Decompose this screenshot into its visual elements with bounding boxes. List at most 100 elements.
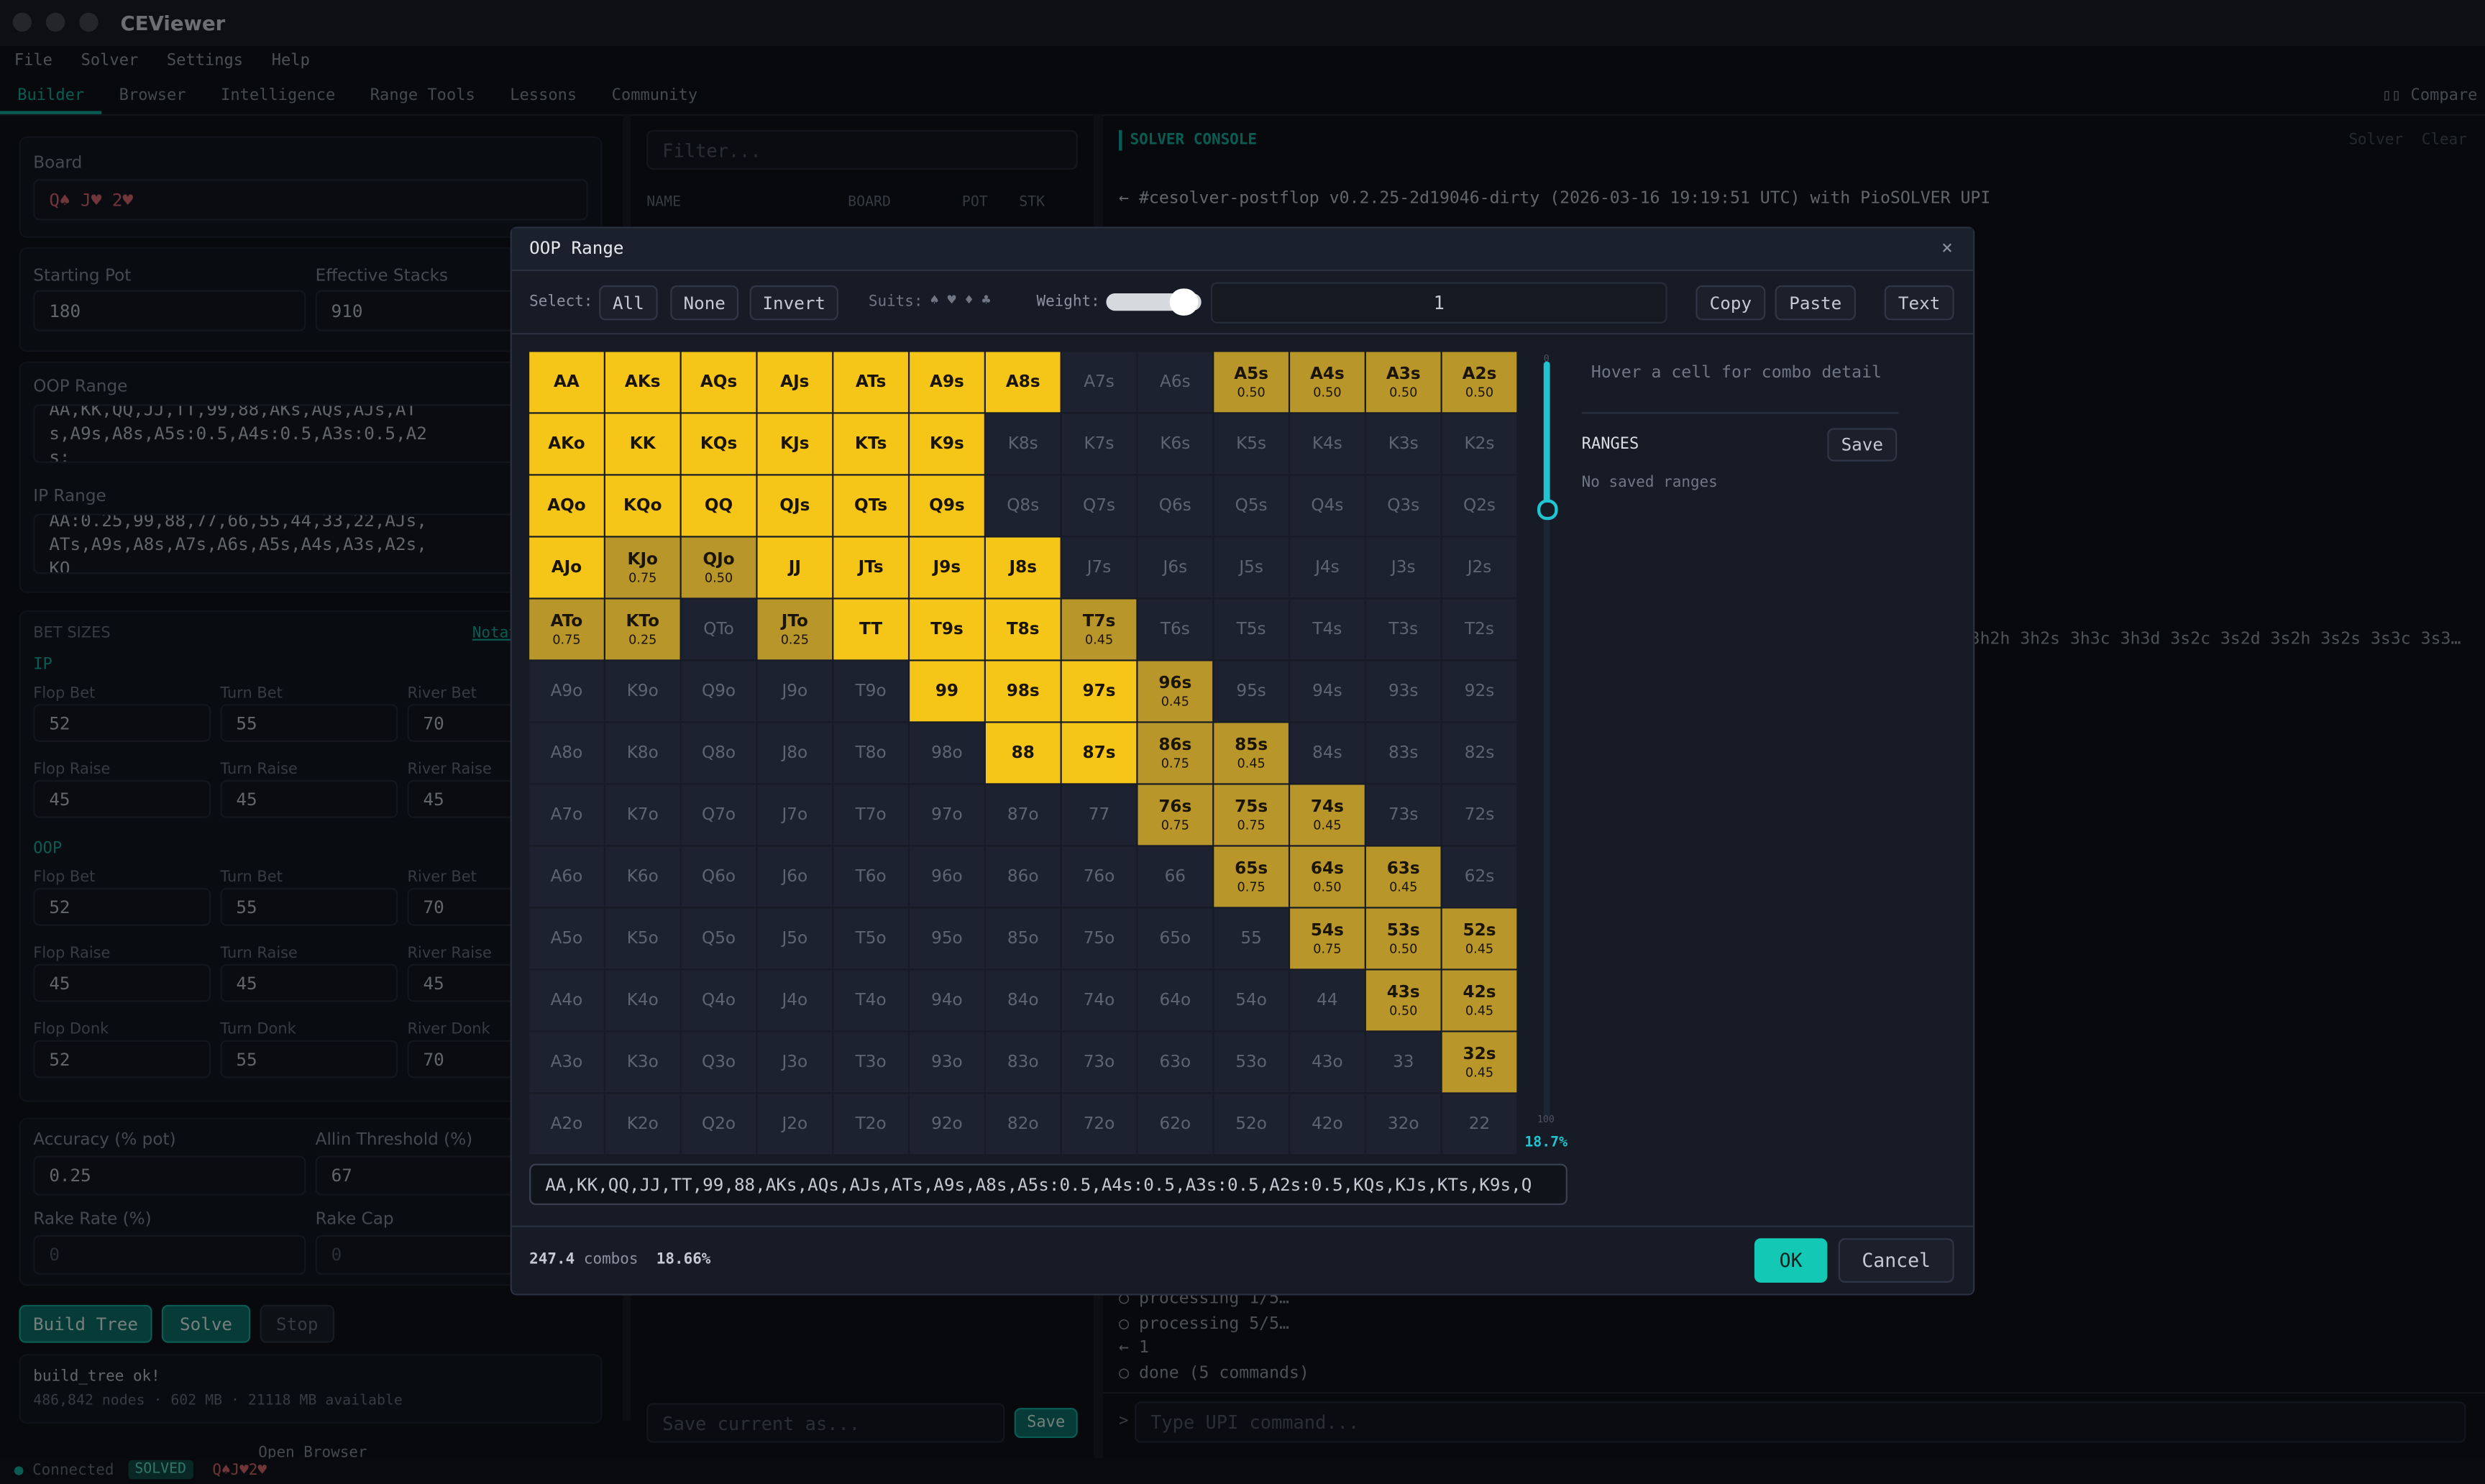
range-cell[interactable]: 42o xyxy=(1290,1094,1365,1155)
range-cell[interactable]: T3s xyxy=(1365,599,1441,660)
select-none-button[interactable]: None xyxy=(670,285,739,321)
ranges-save-button[interactable]: Save xyxy=(1827,428,1898,462)
range-cell[interactable]: 54s 0.75 xyxy=(1290,908,1365,969)
range-cell[interactable]: A8s xyxy=(985,352,1061,413)
range-cell[interactable]: Q4o xyxy=(681,970,756,1031)
range-cell[interactable]: A6o xyxy=(529,846,604,907)
range-cell[interactable]: J7o xyxy=(757,784,833,846)
range-cell[interactable]: 75s 0.75 xyxy=(1214,784,1289,846)
range-cell[interactable]: 73s xyxy=(1365,784,1441,846)
range-cell[interactable]: Q5s xyxy=(1214,475,1289,536)
range-cell[interactable]: K5o xyxy=(605,908,680,969)
range-cell[interactable]: 92o xyxy=(910,1094,984,1155)
range-cell[interactable]: T4o xyxy=(833,970,908,1031)
range-cell[interactable]: 98s xyxy=(985,661,1061,722)
range-cell[interactable]: T2o xyxy=(833,1094,908,1155)
range-cell[interactable]: AKs xyxy=(605,352,680,413)
range-cell[interactable]: Q8s xyxy=(985,475,1061,536)
range-cell[interactable]: 76o xyxy=(1061,846,1137,907)
range-cell[interactable]: T6s xyxy=(1138,599,1213,660)
range-cell[interactable]: 72o xyxy=(1061,1094,1137,1155)
range-cell[interactable]: J3o xyxy=(757,1032,833,1093)
range-cell[interactable]: Q2o xyxy=(681,1094,756,1155)
range-cell[interactable]: 98o xyxy=(910,723,984,784)
range-cell[interactable]: JTo 0.25 xyxy=(757,599,833,660)
range-cell[interactable]: 97o xyxy=(910,784,984,846)
range-cell[interactable]: T8o xyxy=(833,723,908,784)
range-cell[interactable]: Q2s xyxy=(1442,475,1517,536)
range-cell[interactable]: Q9o xyxy=(681,661,756,722)
range-cell[interactable]: K9o xyxy=(605,661,680,722)
range-cell[interactable]: 83o xyxy=(985,1032,1061,1093)
range-cell[interactable]: KTs xyxy=(833,413,908,475)
range-cell[interactable]: A9o xyxy=(529,661,604,722)
range-cell[interactable]: K3o xyxy=(605,1032,680,1093)
range-cell[interactable]: K2s xyxy=(1442,413,1517,475)
range-cell[interactable]: 82s xyxy=(1442,723,1517,784)
range-cell[interactable]: A8o xyxy=(529,723,604,784)
range-cell[interactable]: QTs xyxy=(833,475,908,536)
range-cell[interactable]: 66 xyxy=(1138,846,1213,907)
range-cell[interactable]: K4s xyxy=(1290,413,1365,475)
range-cell[interactable]: K7o xyxy=(605,784,680,846)
range-cell[interactable]: 74o xyxy=(1061,970,1137,1031)
cancel-button[interactable]: Cancel xyxy=(1838,1238,1954,1283)
range-cell[interactable]: KJo 0.75 xyxy=(605,537,680,598)
range-cell[interactable]: AJs xyxy=(757,352,833,413)
range-cell[interactable]: 94o xyxy=(910,970,984,1031)
range-cell[interactable]: A7o xyxy=(529,784,604,846)
range-cell[interactable]: 64o xyxy=(1138,970,1213,1031)
range-cell[interactable]: 62o xyxy=(1138,1094,1213,1155)
range-cell[interactable]: A4s 0.50 xyxy=(1290,352,1365,413)
range-cell[interactable]: 32s 0.45 xyxy=(1442,1032,1517,1093)
range-cell[interactable]: A2o xyxy=(529,1094,604,1155)
range-cell[interactable]: 62s xyxy=(1442,846,1517,907)
range-cell[interactable]: 93s xyxy=(1365,661,1441,722)
range-cell[interactable]: A3s 0.50 xyxy=(1365,352,1441,413)
range-cell[interactable]: 88 xyxy=(985,723,1061,784)
range-cell[interactable]: J6s xyxy=(1138,537,1213,598)
copy-button[interactable]: Copy xyxy=(1695,285,1766,321)
range-cell[interactable]: 86o xyxy=(985,846,1061,907)
range-cell[interactable]: AA xyxy=(529,352,604,413)
range-cell[interactable]: 96o xyxy=(910,846,984,907)
range-cell[interactable]: KJs xyxy=(757,413,833,475)
range-cell[interactable]: K6s xyxy=(1138,413,1213,475)
range-cell[interactable]: 74s 0.45 xyxy=(1290,784,1365,846)
range-cell[interactable]: T3o xyxy=(833,1032,908,1093)
suit-filters[interactable]: ♠ ♥ ♦ ♣ xyxy=(930,293,991,310)
range-cell[interactable]: 93o xyxy=(910,1032,984,1093)
range-cell[interactable]: T9s xyxy=(910,599,984,660)
range-cell[interactable]: 55 xyxy=(1214,908,1289,969)
range-cell[interactable]: K6o xyxy=(605,846,680,907)
range-cell[interactable]: 86s 0.75 xyxy=(1138,723,1213,784)
range-cell[interactable]: Q3s xyxy=(1365,475,1441,536)
text-button[interactable]: Text xyxy=(1884,285,1954,321)
range-cell[interactable]: K8o xyxy=(605,723,680,784)
range-cell[interactable]: 84o xyxy=(985,970,1061,1031)
range-cell[interactable]: K7s xyxy=(1061,413,1137,475)
range-cell[interactable]: 64s 0.50 xyxy=(1290,846,1365,907)
range-cell[interactable]: 65o xyxy=(1138,908,1213,969)
range-cell[interactable]: Q7s xyxy=(1061,475,1137,536)
range-cell[interactable]: A7s xyxy=(1061,352,1137,413)
range-cell[interactable]: 99 xyxy=(910,661,984,722)
range-cell[interactable]: 52o xyxy=(1214,1094,1289,1155)
range-cell[interactable]: J4o xyxy=(757,970,833,1031)
range-cell[interactable]: K9s xyxy=(910,413,984,475)
range-cell[interactable]: J8o xyxy=(757,723,833,784)
range-cell[interactable]: 22 xyxy=(1442,1094,1517,1155)
paste-button[interactable]: Paste xyxy=(1775,285,1856,321)
range-cell[interactable]: Q9s xyxy=(910,475,984,536)
range-cell[interactable]: 95o xyxy=(910,908,984,969)
range-cell[interactable]: AKo xyxy=(529,413,604,475)
range-cell[interactable]: 87o xyxy=(985,784,1061,846)
range-cell[interactable]: 53o xyxy=(1214,1032,1289,1093)
weight-slider-knob[interactable] xyxy=(1169,288,1199,316)
ok-button[interactable]: OK xyxy=(1754,1238,1828,1283)
range-cell[interactable]: QJo 0.50 xyxy=(681,537,756,598)
range-cell[interactable]: T9o xyxy=(833,661,908,722)
range-cell[interactable]: J8s xyxy=(985,537,1061,598)
range-cell[interactable]: T4s xyxy=(1290,599,1365,660)
range-cell[interactable]: AQo xyxy=(529,475,604,536)
